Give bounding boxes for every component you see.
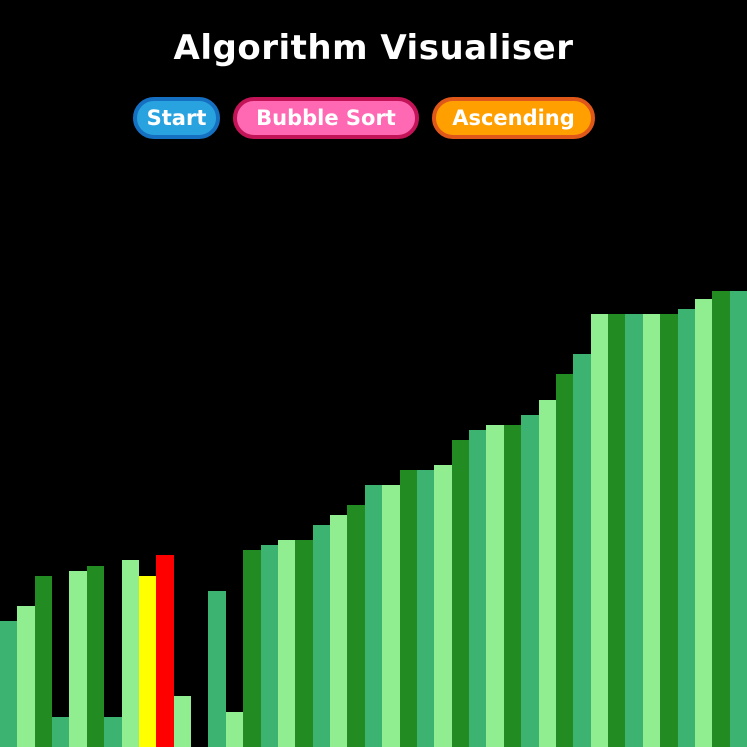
array-bar [295,540,313,747]
array-bar [643,314,660,747]
array-bar [521,415,539,747]
array-bar [313,525,330,747]
array-bar [208,591,226,747]
array-bar [87,566,104,747]
array-bar [695,299,712,747]
array-bar [712,291,730,747]
array-bar [174,696,191,747]
array-bar [556,374,573,747]
array-bar [400,470,417,747]
array-bar [52,717,69,747]
array-bar [156,555,174,747]
array-bar [278,540,295,747]
array-bar [660,314,678,747]
array-bar [122,560,139,747]
page-title: Algorithm Visualiser [173,28,574,68]
array-bar [504,425,521,747]
array-bar [104,717,122,747]
array-bar [347,505,365,747]
array-bar [139,576,156,747]
array-bar [69,571,87,747]
array-bar [226,712,243,747]
array-bar [469,430,486,747]
array-bar [608,314,625,747]
array-bar [35,576,52,747]
array-bar [261,545,278,747]
array-bar [243,550,261,747]
array-bar [365,485,382,747]
array-bar [330,515,347,747]
array-bar [382,485,400,747]
array-bar [539,400,556,747]
array-bar [573,354,591,747]
array-bar [591,314,608,747]
array-bar [678,309,695,747]
array-bar [417,470,434,747]
algorithm-select-button[interactable]: Bubble Sort [233,97,419,139]
sort-order-button[interactable]: Ascending [432,97,595,139]
array-bar [452,440,469,747]
array-bar [17,606,35,747]
array-bar [730,291,747,747]
array-bar [486,425,504,747]
array-bar [625,314,643,747]
start-button[interactable]: Start [133,97,220,139]
array-bar [0,621,17,747]
array-bar [434,465,452,747]
